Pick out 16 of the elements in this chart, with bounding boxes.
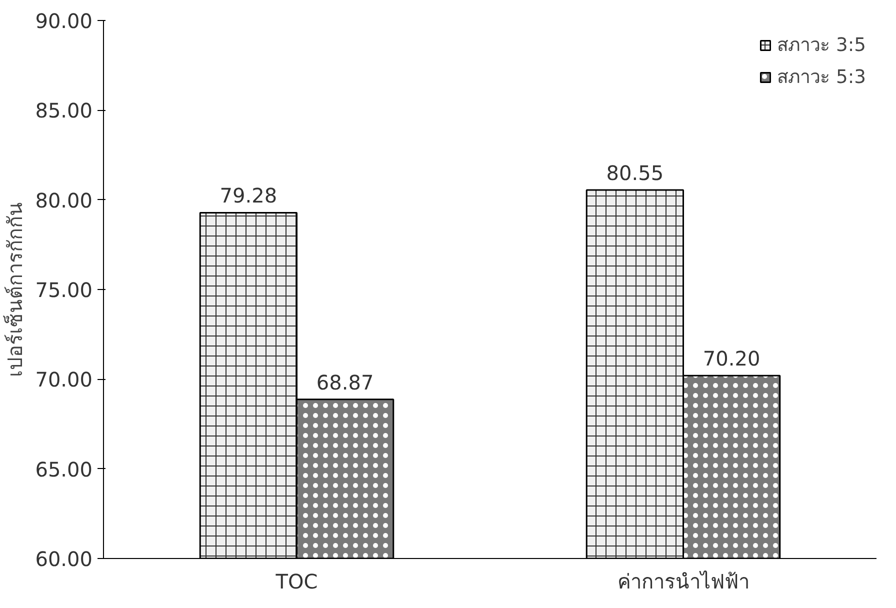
data-label: 70.20 [702,346,760,371]
data-label: 80.55 [606,160,664,185]
legend-label: สภาวะ 5:3 [777,66,866,90]
y-tick-label: 70.00 [35,368,93,392]
y-tick-label: 60.00 [35,547,93,571]
y-axis-title: เปอร์เซ็นต์การกักกัน [2,202,28,377]
y-tick-label: 85.00 [35,98,93,123]
y-tick-label: 75.00 [35,278,93,302]
data-label: 68.87 [316,370,374,394]
y-tick-label: 90.00 [35,9,93,33]
legend-label: สภาวะ 3:5 [777,34,866,58]
y-tick-label: 65.00 [35,457,93,482]
data-label: 79.28 [220,184,278,208]
x-tick-label: TOC [274,570,318,594]
y-tick-label: 80.00 [35,188,93,212]
x-tick-label: ค่าการนำไฟฟ้า [617,570,750,594]
